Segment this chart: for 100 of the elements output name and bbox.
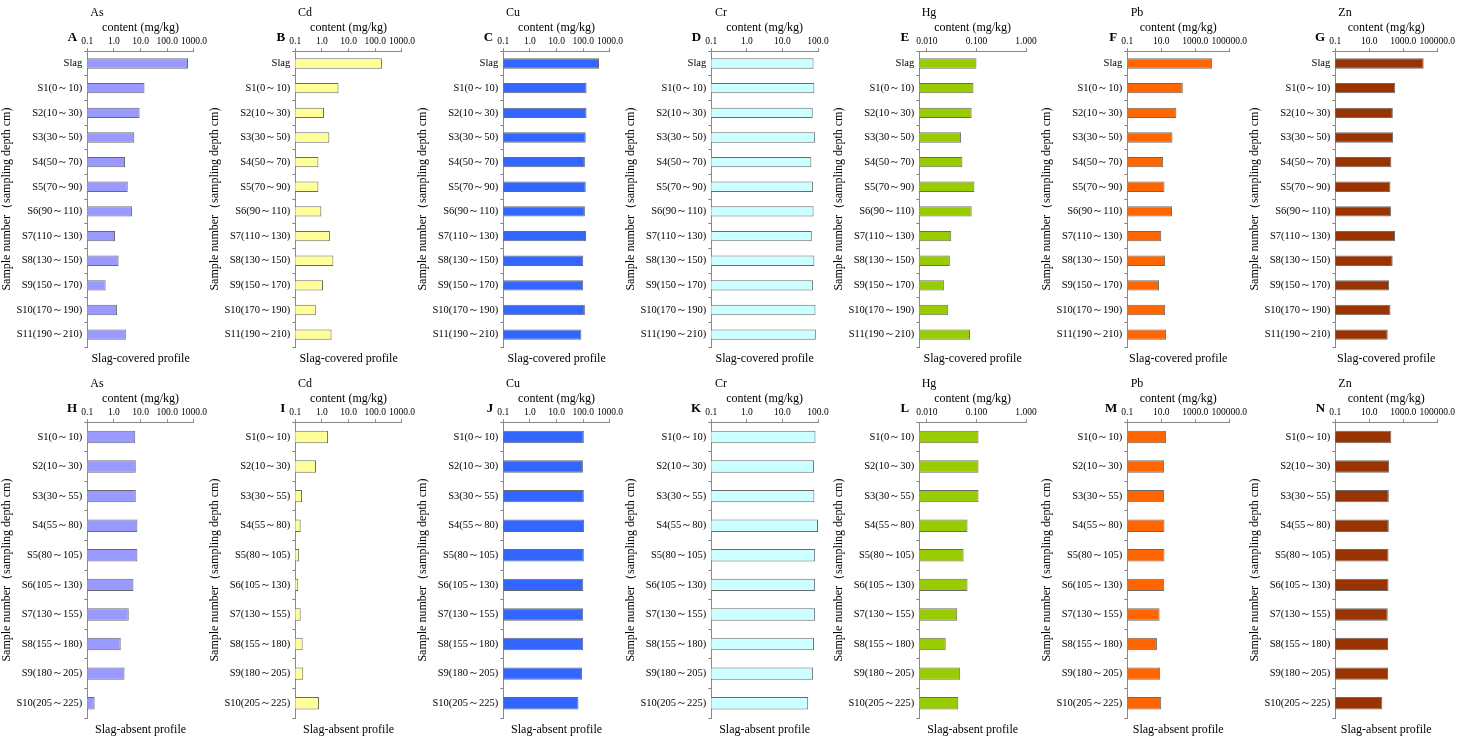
text: Slag-absent profile [1132,722,1224,737]
y-tick-label: S7(110～130) [646,229,707,242]
y-tick-label: S4(55～80) [864,519,915,532]
x-axis-title: content (mg/kg) [518,19,596,34]
x-axis-title: content (mg/kg) [518,390,596,405]
x-tick-label: 0.1 [705,407,718,417]
chart-title: Cu [505,376,521,391]
text: Slag-absent profile [303,722,395,737]
y-tick-label: S4(55～80) [448,519,499,532]
y-tick-label: S4(55～80) [1280,519,1331,532]
y-tick-label: S8(130～150) [853,254,915,267]
x-tick-label: 100000.0 [1211,36,1248,46]
y-tick-label: S3(30～50) [448,131,499,144]
x-tick-label: 10.0 [1360,407,1378,417]
x-tick-label: 1000.0 [180,407,208,417]
text: M [1104,399,1118,415]
x-tick-label: 0.1 [81,36,94,46]
x-tick-label: 100000.0 [1211,407,1248,417]
x-tick-label: 10.0 [132,36,150,46]
x-tick-label: 10.0 [1152,36,1170,46]
y-tick-label: S6(105～130) [853,578,915,591]
y-tick-label: S11(190～210) [224,328,291,341]
y-tick-label: S8(130～150) [645,254,707,267]
y-axis-title: Sample number（sampling depth cm) [1039,107,1054,291]
y-tick-label: S4(50～70) [448,155,499,168]
y-tick-label: S2(10～30) [1280,460,1331,473]
x-tick-label: 10.0 [548,36,566,46]
x-axis-title: content (mg/kg) [1347,19,1425,34]
y-tick-label: S8(155～180) [1269,637,1331,650]
y-tick-label: S2(10～30) [864,106,915,119]
x-tick-label: 1.0 [315,36,329,46]
y-tick-label: S5(80～105) [26,549,83,562]
y-tick-label: S10(205～225) [16,696,83,709]
y-tick-label: S7(110～130) [22,229,83,242]
chart-title: Hg [921,376,937,391]
y-tick-label: S8(155～180) [437,637,499,650]
x-tick-label: 10.0 [340,407,358,417]
x-axis-title: content (mg/kg) [934,390,1012,405]
x-tick-label: 10.0 [1360,36,1378,46]
y-tick-label: S3(30～55) [656,489,707,502]
text: J [486,399,494,415]
y-tick-label: S1(0～10) [453,81,499,94]
y-tick-label: S4(50～70) [240,155,291,168]
x-tick-label: 0.1 [705,36,718,46]
y-tick-label: S9(150～170) [1061,279,1123,292]
x-tick-label: 100000.0 [1419,36,1456,46]
y-tick-label: S2(10～30) [1072,460,1123,473]
y-tick-label: S10(205～225) [848,696,915,709]
y-tick-label: S2(10～30) [448,106,499,119]
y-tick-label: S2(10～30) [656,460,707,473]
y-tick-label: S10(170～190) [224,303,291,316]
y-tick-label: S5(80～105) [858,549,915,562]
y-tick-label: S9(150～170) [645,279,707,292]
x-tick-label: 100.0 [807,36,829,46]
y-tick-label: S5(80～105) [1066,549,1123,562]
y-tick-label: S9(180～205) [1269,667,1331,680]
text: C [483,28,494,44]
x-tick-label: 1000.0 [596,407,624,417]
y-axis-title: Sample number（sampling depth cm) [0,478,14,662]
x-tick-label: 0.1 [497,407,510,417]
y-tick-label: S1(0～10) [661,81,707,94]
y-tick-label: Slag [63,57,83,69]
x-tick-label: 1000.0 [1182,36,1209,46]
y-tick-label: S11(190～210) [16,328,83,341]
y-tick-label: S8(130～150) [1269,254,1331,267]
y-tick-label: S8(155～180) [21,637,83,650]
y-axis-title: Sample number（sampling depth cm) [831,107,846,291]
y-tick-label: S4(50～70) [32,155,83,168]
y-tick-label: S9(180～205) [1061,667,1123,680]
y-tick-label: S1(0～10) [245,81,291,94]
y-tick-label: S5(70～90) [864,180,915,193]
x-tick-label: 1.0 [740,36,754,46]
y-tick-label: S10(205～225) [432,696,499,709]
y-tick-label: S10(170～190) [848,303,915,316]
x-tick-label: 0.1 [1121,407,1134,417]
x-tick-label: 1000.0 [1390,407,1417,417]
y-tick-label: S5(70～90) [32,180,83,193]
x-axis-title: content (mg/kg) [1139,390,1217,405]
y-tick-label: S1(0～10) [1285,81,1331,94]
y-tick-label: S2(10～30) [864,460,915,473]
y-tick-label: S6(105～130) [1061,578,1123,591]
y-axis-title: Sample number（sampling depth cm) [415,107,430,291]
y-tick-label: S5(80～105) [234,549,291,562]
text: I [280,399,286,415]
y-axis-title: Sample number（sampling depth cm) [207,107,222,291]
y-tick-label: S3(30～55) [1280,489,1331,502]
x-tick-label: 1000.0 [180,36,208,46]
y-tick-label: S1(0～10) [1077,430,1123,443]
y-tick-label: S10(170～190) [1056,303,1123,316]
text: Slag-covered profile [1337,351,1436,366]
y-axis-title: Sample number（sampling depth cm) [623,478,638,662]
y-tick-label: S7(130～155) [437,608,499,621]
y-tick-label: S3(30～50) [656,131,707,144]
y-tick-label: Slag [1103,57,1123,69]
text: Slag-covered profile [507,351,606,366]
x-tick-label: 1000.0 [596,36,624,46]
y-tick-label: S9(180～205) [853,667,915,680]
x-axis-title: content (mg/kg) [102,19,180,34]
x-tick-label: 10.0 [1152,407,1170,417]
y-tick-label: S6(90～110) [443,205,499,218]
